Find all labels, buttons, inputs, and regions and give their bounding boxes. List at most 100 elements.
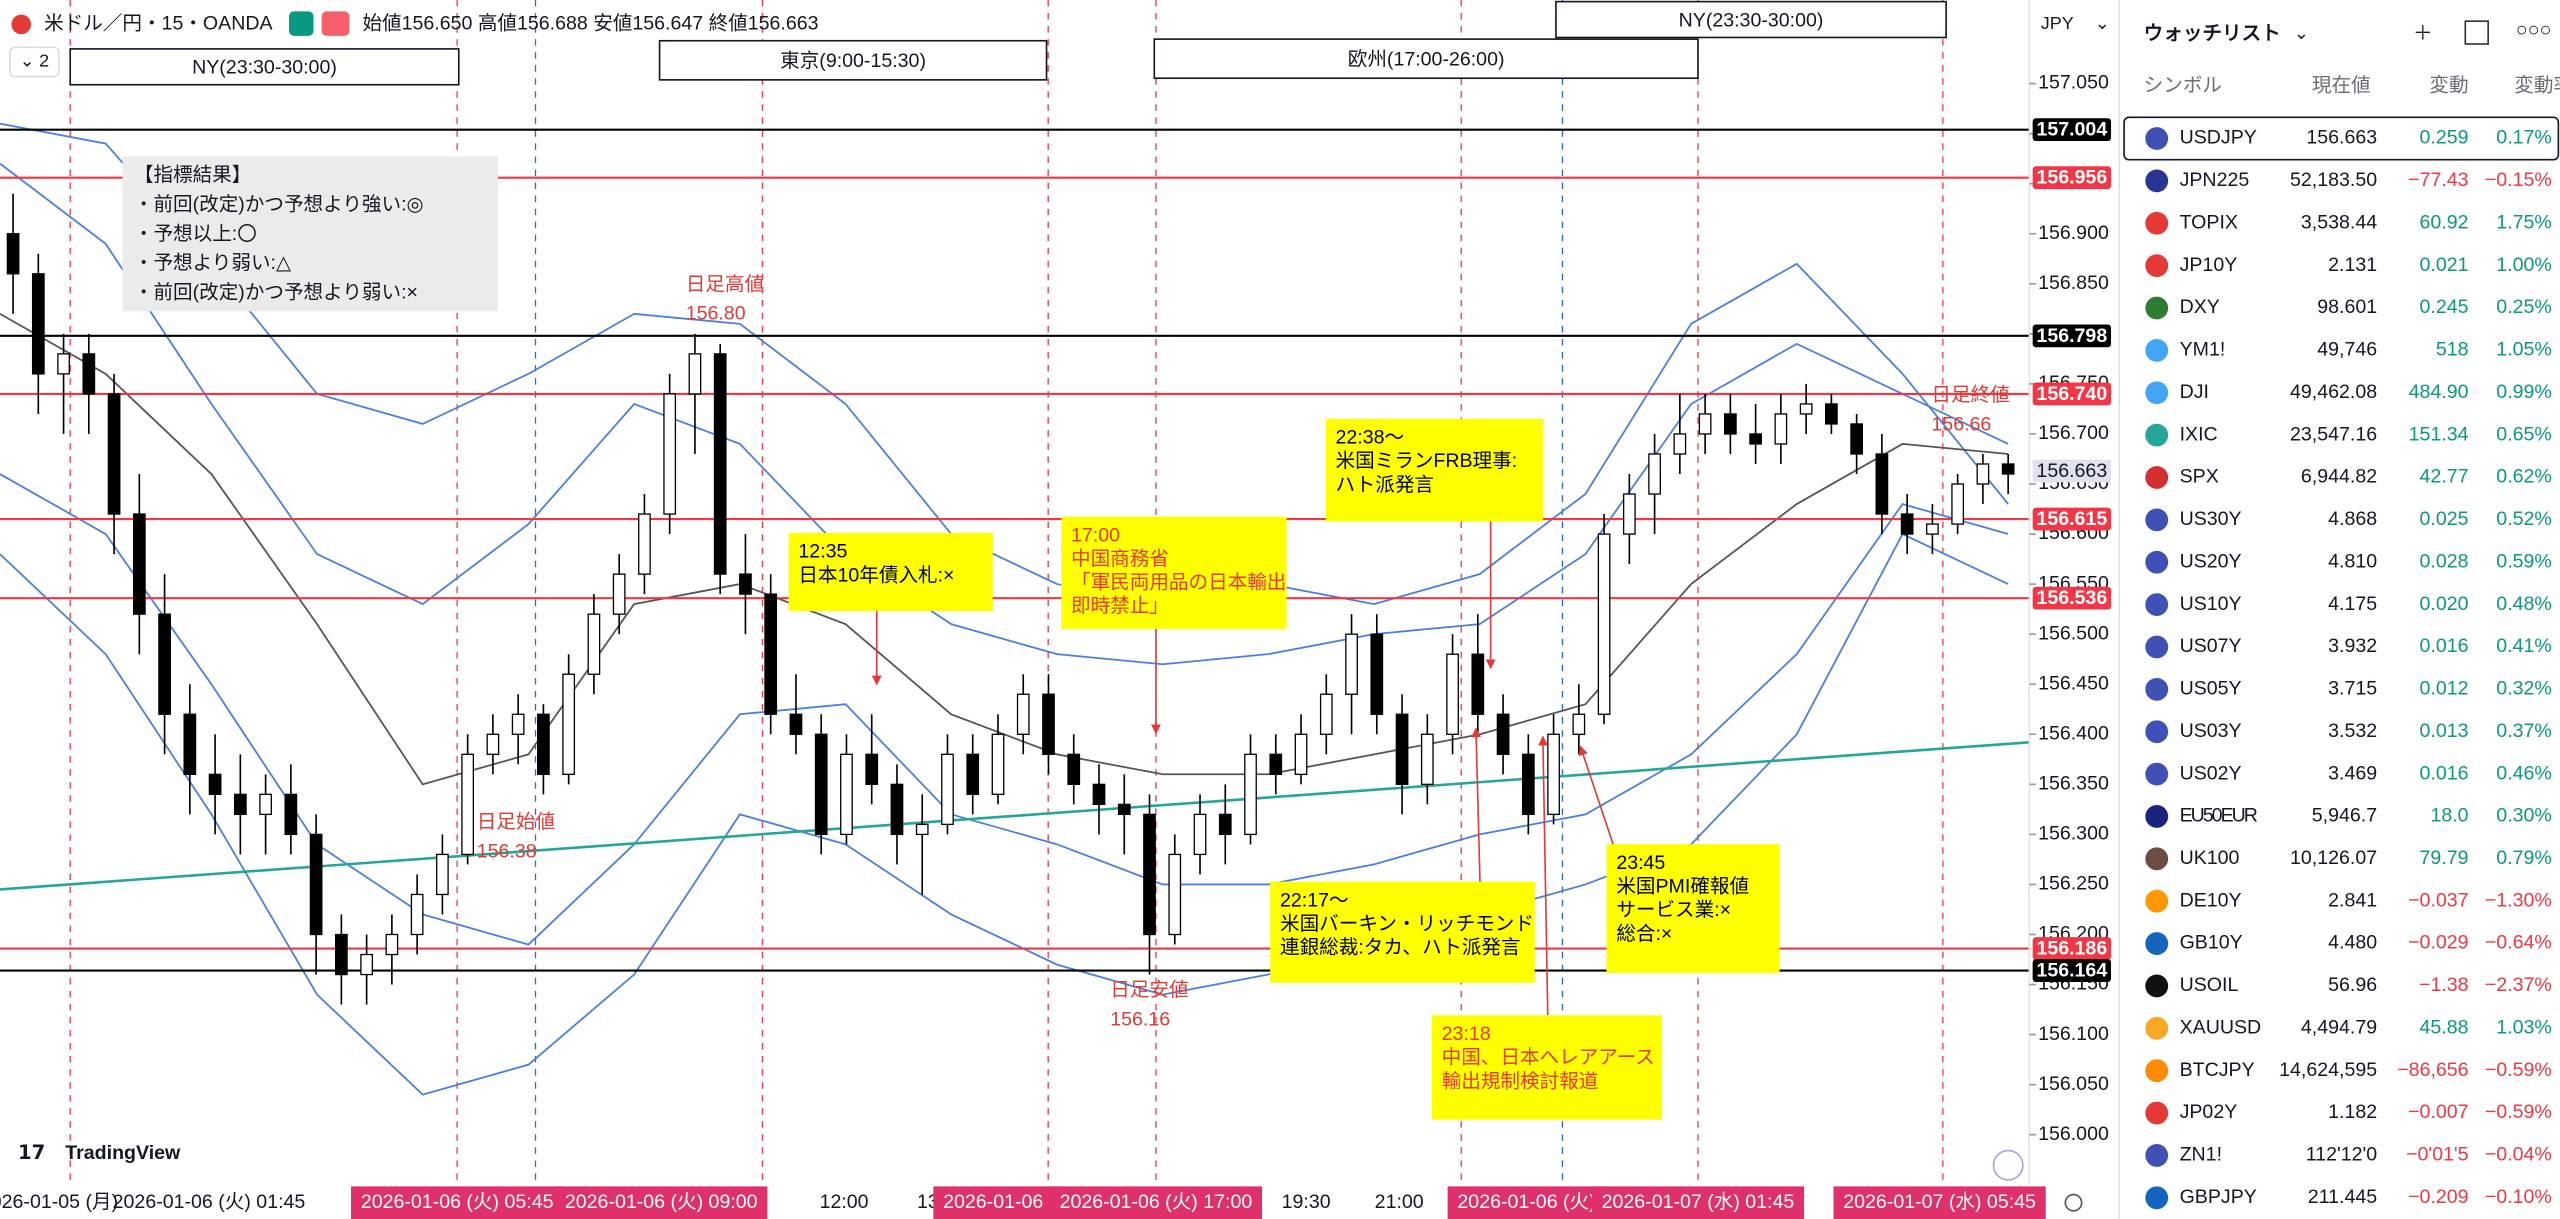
add-button[interactable]: ＋ [2413, 22, 2433, 44]
change: 484.90 [2409, 381, 2469, 403]
change-percent: 0.99% [2496, 381, 2552, 403]
candle-body [158, 613, 171, 715]
symbol[interactable]: US03Y [2180, 720, 2242, 742]
note-line: 23:45 [1616, 852, 1665, 874]
icon[interactable] [1992, 1149, 2024, 1181]
price: 3.469 [2328, 762, 2377, 784]
ohlc-info: 始値156.650 高値156.688 安値156.647 終値156.663 [362, 13, 818, 35]
session-box [69, 48, 460, 86]
symbol-icon [2145, 169, 2169, 193]
symbol-icon [2145, 423, 2169, 447]
y-tick-label: 156.050 [2038, 1073, 2109, 1095]
symbol-icon [11, 14, 32, 35]
symbol-icon [2145, 127, 2169, 150]
change-percent: −0.64% [2485, 932, 2552, 954]
symbol[interactable]: US02Y [2180, 762, 2242, 784]
price: 49,746 [2317, 339, 2377, 361]
watchlist-title[interactable]: ウォッチリスト [2144, 22, 2281, 44]
candle-body [713, 353, 727, 575]
symbol-icon [2145, 677, 2169, 701]
column-header: 変動率 [2514, 75, 2560, 97]
symbol[interactable]: TOPIX [2180, 211, 2238, 233]
candle-body [587, 613, 601, 675]
candle-body [208, 773, 222, 796]
symbol[interactable]: UK100 [2180, 847, 2240, 869]
column-header: 現在値 [2312, 75, 2371, 97]
session-label: NY(23:30-30:00) [192, 57, 337, 79]
symbol[interactable]: JPN225 [2180, 169, 2250, 191]
symbol[interactable]: USDJPY [2180, 127, 2257, 149]
candle-body [1370, 633, 1384, 715]
candle-body [1749, 433, 1762, 445]
symbol[interactable]: US05Y [2180, 678, 2242, 700]
y-tick-label: 156.900 [2038, 222, 2109, 244]
price: 3.532 [2328, 720, 2377, 742]
symbol[interactable]: US30Y [2180, 508, 2242, 530]
symbol[interactable]: EU50EUR [2180, 805, 2258, 827]
candle-body [1345, 633, 1358, 695]
price: 4.175 [2328, 593, 2377, 615]
price: 4.810 [2328, 550, 2377, 572]
time-highlight [351, 1186, 564, 1219]
candle-body [1067, 753, 1081, 785]
symbol[interactable]: XAUUSD [2180, 1017, 2262, 1039]
symbol[interactable]: DXY [2180, 296, 2220, 318]
change: 45.88 [2420, 1017, 2469, 1039]
symbol[interactable]: YM1! [2180, 339, 2226, 361]
candle-body [1521, 753, 1535, 816]
symbol[interactable]: USOIL [2180, 974, 2239, 996]
symbol[interactable]: GBPJPY [2180, 1186, 2257, 1208]
change-percent: 1.00% [2496, 254, 2552, 276]
symbol[interactable]: JP10Y [2180, 254, 2238, 276]
candle-body [1420, 733, 1434, 785]
candle-body [436, 853, 449, 896]
price: 14,624,595 [2279, 1059, 2377, 1081]
symbol-icon [2145, 1101, 2169, 1125]
time-highlight [1833, 1186, 2046, 1219]
daily-mark-label: 日足始値 [477, 811, 555, 833]
symbol[interactable]: US07Y [2180, 635, 2242, 657]
candle-body [764, 593, 778, 715]
more-button[interactable]: ○○○ [2516, 19, 2551, 41]
layout-icon[interactable] [2464, 20, 2489, 45]
change-percent: 0.52% [2496, 508, 2552, 530]
symbol-title[interactable]: 米ドル／円・15・OANDA [44, 13, 273, 35]
price-axis [2031, 48, 2118, 1182]
candle-body [1648, 453, 1661, 495]
candle-body [638, 513, 651, 575]
note-line: 総合:× [1616, 923, 1672, 945]
candle-body [814, 733, 828, 836]
candle-body [865, 753, 879, 785]
symbol[interactable]: IXIC [2180, 423, 2218, 445]
candle-body [1698, 413, 1712, 435]
change-percent: −0.04% [2485, 1144, 2552, 1166]
candle-body [1723, 413, 1737, 435]
legend-line: ・予想以上:〇 [134, 223, 257, 245]
note-line: 日本10年債入札:× [798, 564, 954, 586]
candle-body [486, 733, 500, 755]
symbol[interactable]: US10Y [2180, 593, 2242, 615]
candle-body [1168, 853, 1182, 936]
symbol[interactable]: JP02Y [2180, 1101, 2238, 1123]
symbol[interactable]: ZN1! [2180, 1144, 2222, 1166]
symbol[interactable]: GB10Y [2180, 932, 2243, 954]
candle-body [107, 393, 121, 515]
y-tick-label: 156.250 [2038, 873, 2109, 895]
symbol[interactable]: BTCJPY [2180, 1059, 2255, 1081]
time-label: 2026-01-06 (火) 01:45 [113, 1191, 306, 1213]
currency[interactable]: JPY [2041, 13, 2074, 33]
note-line: 22:17～ [1280, 889, 1349, 911]
note-line: 17:00 [1071, 524, 1120, 546]
settings-icon[interactable] [2064, 1193, 2083, 1212]
daily-mark-value: 156.38 [477, 841, 537, 863]
symbol[interactable]: DJI [2180, 381, 2209, 403]
symbol[interactable]: DE10Y [2180, 889, 2242, 911]
symbol[interactable]: SPX [2180, 466, 2219, 488]
symbol-icon [2145, 1016, 2169, 1040]
overlay: 米ドル／円・15・OANDA 始値156.650 高値156.688 安値156… [0, 0, 2120, 1219]
layout-button[interactable] [8, 46, 60, 78]
symbol[interactable]: US20Y [2180, 550, 2242, 572]
note-line: ハト派発言 [1336, 474, 1434, 496]
time-label: 2026-01-06 (火) 09:00 [565, 1191, 758, 1213]
logo: TradingView [65, 1142, 181, 1164]
